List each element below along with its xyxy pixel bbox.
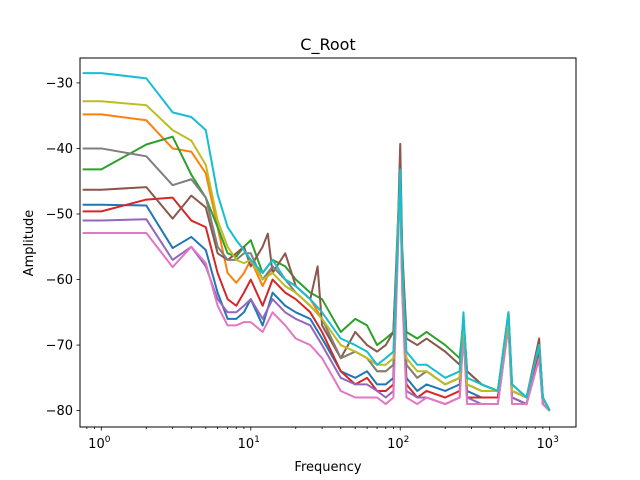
- y-tick-label: −50: [46, 207, 73, 222]
- x-tick-label: 103: [537, 435, 559, 452]
- series-line-10: [82, 72, 551, 412]
- x-tick-exponent: 2: [404, 435, 410, 445]
- x-tick-base: 10: [537, 437, 554, 452]
- series-line-8: [82, 147, 551, 412]
- series-layer: [82, 72, 551, 412]
- x-tick-label: 102: [387, 435, 409, 452]
- x-tick-base: 10: [387, 437, 404, 452]
- y-tick-label: −60: [46, 273, 73, 288]
- series-line-4: [82, 173, 551, 412]
- x-axis-label: Frequency: [294, 460, 361, 475]
- x-tick-base: 10: [238, 437, 255, 452]
- y-tick-label: −40: [46, 142, 73, 157]
- y-tick-label: −30: [46, 76, 73, 91]
- x-tick-exponent: 1: [254, 435, 260, 445]
- series-line-7: [82, 173, 551, 412]
- y-axis: −30 −40 −50 −60 −70 −80: [46, 76, 80, 419]
- series-line-9: [82, 100, 551, 412]
- x-tick-exponent: 3: [553, 435, 559, 445]
- x-tick-exponent: 0: [105, 435, 111, 445]
- series-line-6: [82, 142, 551, 412]
- y-tick-label: −70: [46, 339, 73, 354]
- x-tick-label: 100: [88, 435, 111, 452]
- x-tick-label: 101: [238, 435, 260, 452]
- y-axis-label: Amplitude: [22, 210, 37, 277]
- series-line-2: [82, 113, 551, 412]
- chart-title: C_Root: [300, 35, 355, 55]
- x-axis: 100 101 102 103: [86, 427, 559, 452]
- x-tick-base: 10: [88, 437, 105, 452]
- series-line-5: [82, 173, 551, 412]
- series-line-1: [82, 173, 551, 412]
- plot-frame: [79, 57, 577, 428]
- y-tick-label: −80: [46, 404, 73, 419]
